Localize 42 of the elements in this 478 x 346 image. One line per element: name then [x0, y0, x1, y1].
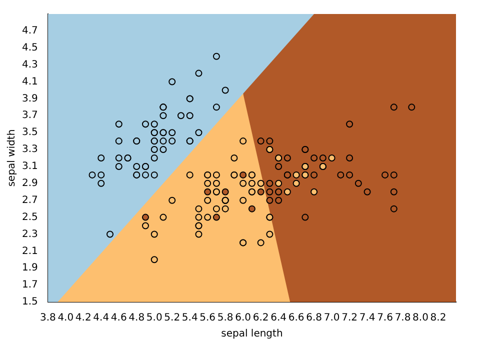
x-tick-label: 7.6: [377, 312, 393, 324]
x-tick-label: 7.4: [359, 312, 376, 324]
x-tick-label: 6.6: [288, 312, 304, 324]
x-tick-label: 4.0: [58, 312, 74, 324]
y-tick-label: 3.9: [22, 93, 38, 104]
y-tick-label: 1.9: [22, 262, 38, 274]
x-tick-label: 7.2: [342, 312, 358, 324]
x-tick-label: 7.8: [394, 312, 411, 324]
x-tick-label: 8.0: [412, 312, 428, 324]
x-tick-label: 6.2: [252, 312, 269, 324]
y-tick-label: 3.3: [22, 144, 38, 156]
y-tick-label: 2.9: [22, 178, 38, 190]
x-tick-label: 5.6: [200, 312, 216, 324]
y-tick-label: 4.1: [22, 76, 38, 88]
y-axis-title: sepal width: [6, 129, 18, 187]
x-tick-label: 4.8: [128, 312, 145, 324]
y-tick-label: 4.7: [22, 26, 38, 37]
x-tick-label: 5.0: [146, 312, 162, 324]
x-tick-label: 4.4: [93, 312, 110, 324]
x-tick-label: 5.8: [217, 312, 234, 324]
x-tick-label: 4.2: [75, 312, 92, 324]
x-tick-label: 6.4: [270, 312, 287, 324]
x-tick-label: 8.2: [430, 312, 446, 324]
y-tick-label: 4.3: [22, 59, 38, 70]
y-tick-label: 2.1: [22, 246, 38, 257]
x-tick-label: 5.4: [182, 312, 198, 324]
x-tick-label: 7.0: [324, 312, 340, 324]
x-tick-label: 5.2: [164, 312, 180, 324]
y-tick-label: 4.5: [22, 42, 38, 54]
y-tick-label: 3.1: [22, 161, 38, 172]
y-tick-label: 2.3: [22, 228, 38, 240]
y-tick-label: 3.5: [22, 127, 38, 138]
y-tick-label: 3.7: [22, 110, 38, 122]
x-tick-label: 3.8: [40, 312, 56, 324]
y-tick-label: 2.7: [22, 194, 38, 206]
y-tick-label: 2.5: [22, 212, 38, 223]
x-tick-label: 6.0: [235, 312, 252, 324]
y-tick-label: 1.7: [22, 280, 38, 291]
x-tick-label: 4.6: [110, 312, 127, 324]
y-tick-label: 1.5: [22, 296, 38, 308]
x-axis-title: sepal length: [221, 328, 283, 340]
x-tick-label: 6.8: [306, 312, 322, 324]
